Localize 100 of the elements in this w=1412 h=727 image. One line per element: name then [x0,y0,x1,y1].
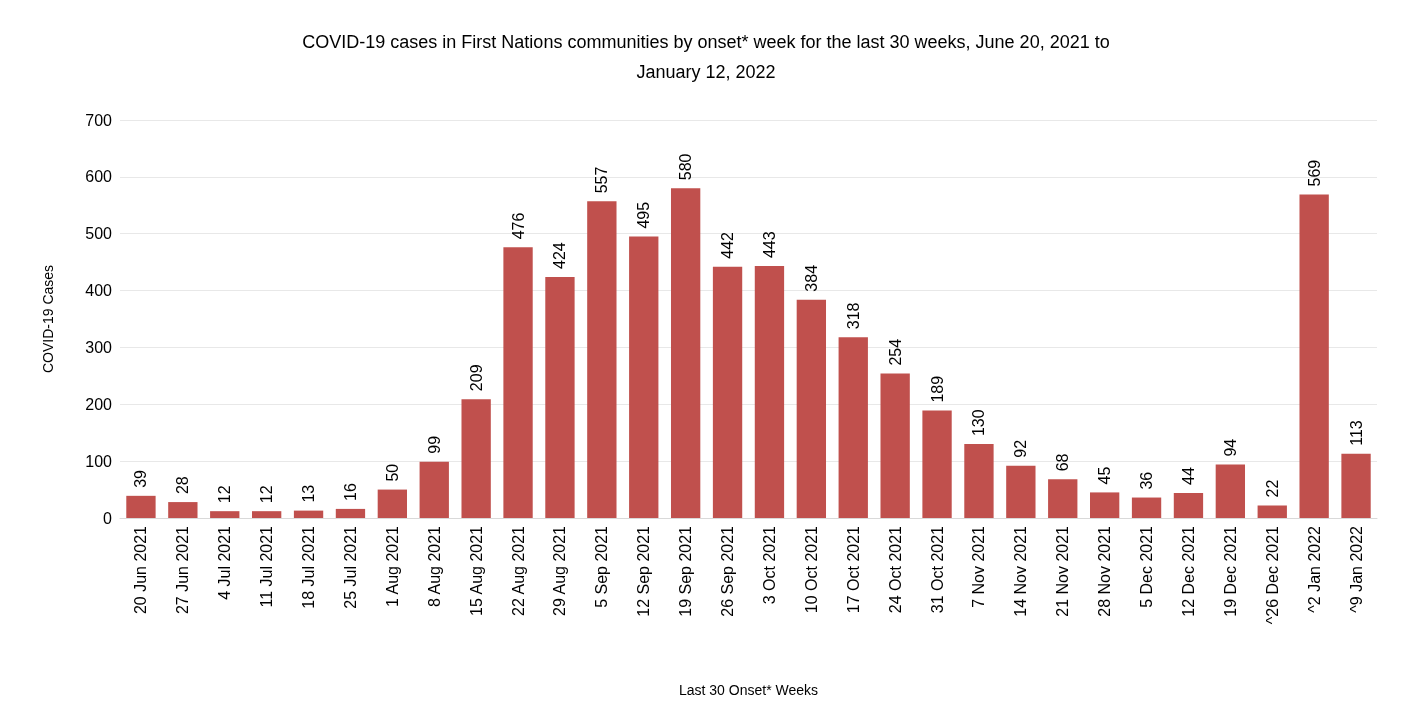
y-tick-label: 200 [85,395,113,413]
bar [1341,453,1371,518]
x-tick-label: ^26 Dec 2021 [1263,525,1281,625]
data-label: 28 [174,476,192,495]
x-tick-label: ^2 Jan 2022 [1305,525,1323,613]
bar [880,373,910,518]
y-tick-label: 600 [85,168,113,186]
bar [1173,492,1204,518]
x-tick-label: 5 Sep 2021 [593,525,611,608]
x-tick-label: 29 Aug 2021 [551,525,569,616]
data-label: 209 [467,364,485,392]
data-label: 318 [844,302,862,330]
x-tick-label: 19 Sep 2021 [677,525,695,617]
y-tick-label: 300 [85,338,113,356]
data-label: 94 [1221,438,1239,457]
data-label: 113 [1347,420,1365,446]
x-tick-label: 8 Aug 2021 [425,525,443,607]
data-label: 476 [509,212,527,240]
x-tick-label: 19 Dec 2021 [1221,525,1239,617]
bar [838,337,868,518]
x-tick-label: 14 Nov 2021 [1012,525,1030,617]
data-label: 557 [593,166,611,194]
y-tick-label: 0 [103,509,113,527]
data-label: 50 [383,463,401,482]
bar [964,444,994,518]
x-tick-label: 20 Jun 2021 [132,525,150,615]
bar [1131,497,1162,518]
y-tick-label: 100 [85,452,113,470]
data-label: 130 [970,409,988,437]
data-label: 569 [1305,159,1323,187]
x-tick-label: 25 Jul 2021 [341,525,359,609]
data-label: 44 [1179,467,1197,485]
data-label: 495 [635,201,653,229]
x-axis-title: Last 30 Onset* Weeks [678,682,819,698]
data-label: 12 [258,485,276,504]
bar [796,299,827,518]
bar [629,236,659,518]
bar [587,201,617,518]
data-label: 99 [425,435,443,454]
y-axis-title: COVID-19 Cases [40,264,56,374]
x-tick-label: 27 Jun 2021 [174,525,192,615]
bar [1006,465,1036,518]
bar [922,410,952,518]
bar [503,247,533,518]
bar [335,508,366,518]
data-label: 22 [1263,479,1281,498]
y-tick-label: 700 [85,111,113,129]
bar [1215,464,1246,518]
bar [670,188,701,518]
data-label: 443 [760,231,778,259]
x-tick-label: 22 Aug 2021 [509,525,527,616]
data-label: 13 [300,484,318,503]
bar [1048,479,1078,518]
bar [1257,505,1287,518]
data-label: 92 [1012,439,1030,458]
y-tick-label: 400 [85,282,113,300]
bar [419,461,449,518]
data-label: 68 [1054,453,1072,472]
x-tick-label: 21 Nov 2021 [1054,525,1072,617]
bar [210,511,240,518]
data-label: 384 [802,264,820,292]
x-tick-label: 31 Oct 2021 [928,525,946,614]
bar [712,266,743,518]
x-tick-label: 3 Oct 2021 [760,525,778,605]
bar [168,502,198,518]
bar [377,489,408,518]
data-label: 189 [928,375,946,403]
data-label: 424 [551,242,569,269]
data-label: 254 [886,338,904,366]
y-tick-label: 500 [85,225,113,243]
bar [293,510,324,518]
x-tick-label: 7 Nov 2021 [970,525,988,608]
x-tick-label: 10 Oct 2021 [802,525,820,614]
x-tick-label: 18 Jul 2021 [300,525,318,609]
x-tick-label: 5 Dec 2021 [1138,525,1156,608]
x-tick-label: 4 Jul 2021 [216,525,234,600]
x-tick-label: 24 Oct 2021 [886,525,904,614]
data-label: 39 [132,469,150,488]
bar [126,495,156,518]
bar [251,511,282,518]
bar [1299,194,1329,518]
x-tick-label: 28 Nov 2021 [1096,525,1114,617]
x-tick-label: 11 Jul 2021 [258,525,276,608]
bar [461,399,491,518]
data-label: 36 [1138,471,1156,490]
chart-title: COVID-19 cases in First Nations communities by onset* week for the last 30 weeks, June 20, 2021 to January 12, 2022 [302,32,1110,82]
x-tick-label: 26 Sep 2021 [719,525,737,617]
x-tick-label: 1 Aug 2021 [383,525,401,607]
x-tick-label: ^9 Jan 2022 [1347,525,1365,613]
data-label: 45 [1096,466,1114,485]
bar [754,266,785,518]
data-label: 442 [719,231,737,259]
bar [1089,492,1120,518]
bar [545,276,575,518]
data-label: 16 [341,483,359,501]
data-label: 12 [216,485,234,504]
x-tick-label: 15 Aug 2021 [467,525,485,616]
x-tick-label: 17 Oct 2021 [844,525,862,614]
x-tick-label: 12 Sep 2021 [635,525,653,617]
data-label: 580 [677,153,695,181]
